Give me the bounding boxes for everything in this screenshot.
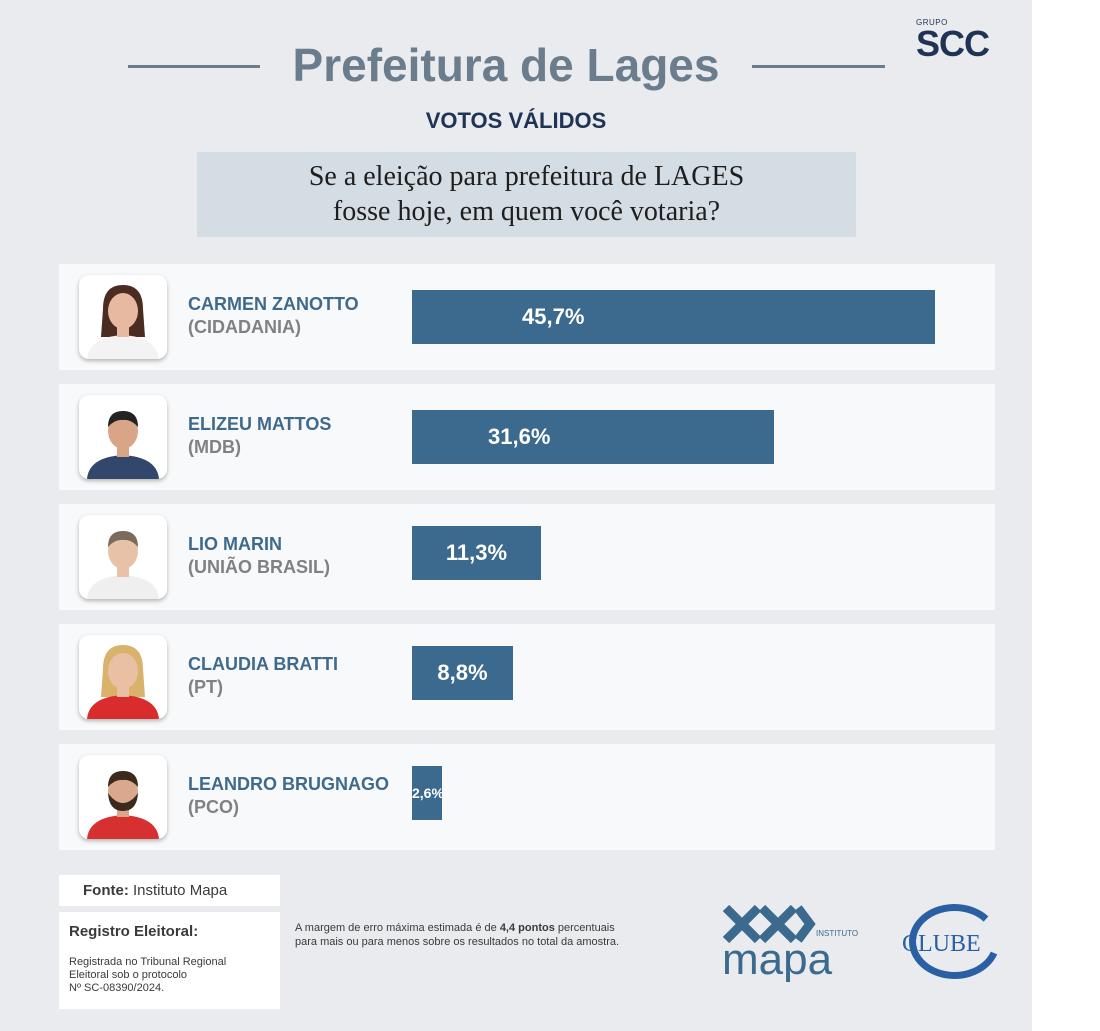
vote-percentage: 2,6% [412, 785, 444, 801]
registro-text: Registrada no Tribunal Regional Eleitora… [69, 956, 270, 995]
mapa-big-text: mapa [722, 935, 833, 982]
source-value: Instituto Mapa [133, 882, 228, 899]
brand-group-label: GRUPO [916, 18, 948, 27]
question-line-2: fosse hoje, em quem você votaria? [332, 196, 721, 227]
question-line-1: Se a eleição para prefeitura de LAGES [308, 161, 745, 192]
infographic-canvas: GRUPO SCC Prefeitura de Lages VOTOS VÁLI… [0, 0, 1032, 1031]
candidate-party: (PCO) [188, 797, 239, 817]
vote-percentage: 11,3% [445, 540, 508, 565]
registro-title: Registro Eleitoral: [69, 923, 199, 940]
margin-bold: 4,4 pontos [499, 922, 555, 934]
candidate-row: CARMEN ZANOTTO (CIDADANIA) 45,7% [59, 264, 995, 370]
title-rule-left [128, 65, 260, 68]
person-icon [87, 531, 159, 599]
clube-logo: CLUBE [902, 904, 998, 979]
candidate-row: LIO MARIN (UNIÃO BRASIL) 11,3% [59, 504, 995, 610]
candidate-name: LIO MARIN [188, 534, 282, 554]
vote-bar [412, 290, 935, 344]
candidate-party: (MDB) [188, 437, 241, 457]
registro-line-2: Eleitoral sob o protocolo [69, 969, 188, 981]
vote-bar [412, 410, 774, 464]
registro-line-1: Registrada no Tribunal Regional [69, 956, 227, 968]
candidate-photo [79, 635, 167, 719]
person-icon [87, 285, 159, 359]
person-icon [87, 645, 159, 719]
vote-percentage: 31,6% [488, 424, 551, 449]
candidate-party: (CIDADANIA) [188, 317, 301, 337]
candidate-row: LEANDRO BRUGNAGO (PCO) 2,6% [59, 744, 995, 850]
vote-percentage: 45,7% [522, 304, 585, 329]
person-icon [87, 771, 159, 839]
candidate-name: LEANDRO BRUGNAGO [188, 774, 389, 794]
registro-line-3: Nº SC-08390/2024. [69, 982, 165, 994]
mapa-chevron-4 [771, 904, 798, 944]
candidate-photo [79, 515, 167, 599]
brand-name: SCC [916, 23, 990, 64]
title-rule-right [752, 65, 885, 68]
margin-text-1: A margem de erro máxima estimada é de [295, 922, 500, 934]
mapa-chevron-5 [794, 905, 816, 943]
candidate-photo [79, 755, 167, 839]
candidate-photo [79, 395, 167, 479]
margin-line-1: A margem de erro máxima estimada é de 4,… [295, 921, 705, 935]
mapa-chevron-2 [735, 904, 762, 944]
margin-line-2: para mais ou para menos sobre os resulta… [295, 936, 620, 948]
margin-of-error-note: A margem de erro máxima estimada é de 4,… [295, 921, 705, 949]
source-label: Fonte: [83, 882, 129, 899]
mapa-small-text: INSTITUTO [816, 929, 858, 938]
candidate-party: (PT) [188, 677, 223, 697]
vote-bar [412, 766, 442, 820]
clube-text: CLUBE [902, 931, 981, 957]
vote-bar [412, 526, 541, 580]
registro-box: Registro Eleitoral: Registrada no Tribun… [59, 912, 280, 1009]
subtitle: VOTOS VÁLIDOS [425, 108, 607, 133]
candidate-party: (UNIÃO BRASIL) [188, 557, 330, 577]
candidate-name: CLAUDIA BRATTI [188, 654, 338, 674]
instituto-mapa-logo: INSTITUTO mapa [722, 904, 858, 982]
page-title: Prefeitura de Lages [292, 39, 720, 91]
candidate-name: ELIZEU MATTOS [188, 414, 332, 434]
vote-percentage: 8,8% [437, 660, 488, 685]
source-box: Fonte: Instituto Mapa [59, 875, 280, 906]
vote-bar [412, 646, 513, 700]
scc-logo: GRUPO SCC [916, 18, 990, 64]
candidate-photo [79, 275, 167, 359]
person-icon [87, 411, 159, 479]
question-box: Se a eleição para prefeitura de LAGES fo… [197, 152, 856, 237]
candidate-name: CARMEN ZANOTTO [188, 294, 359, 314]
candidate-row: ELIZEU MATTOS (MDB) 31,6% [59, 384, 995, 490]
margin-text-2: percentuais [554, 922, 615, 934]
clube-arc [908, 904, 998, 979]
candidate-row: CLAUDIA BRATTI (PT) 8,8% [59, 624, 995, 730]
